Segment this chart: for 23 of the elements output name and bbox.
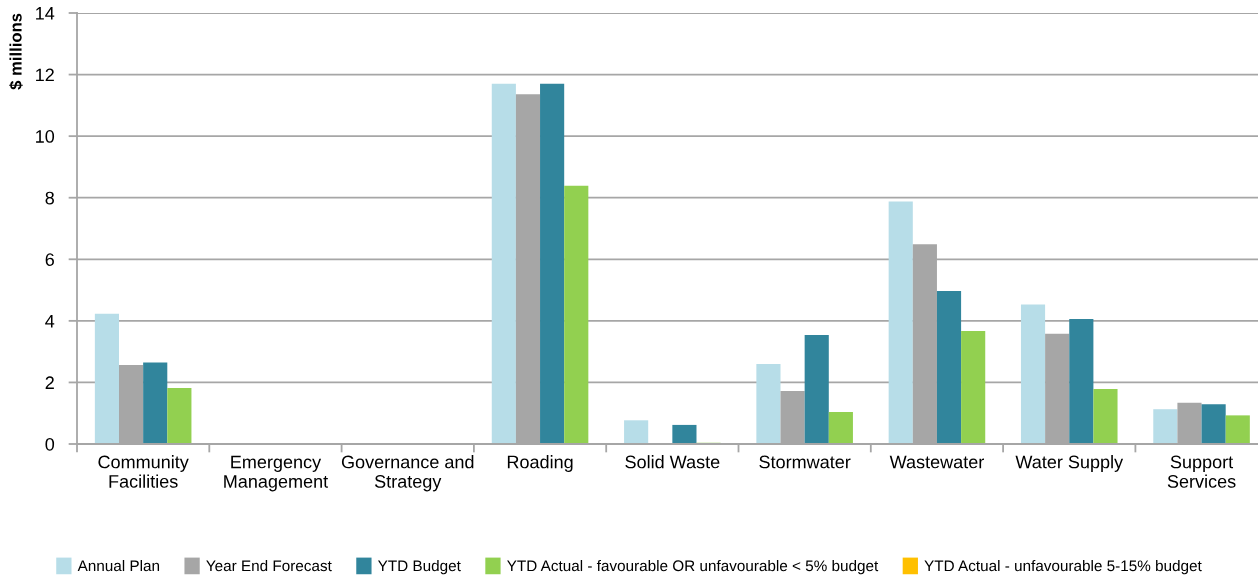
legend-label: Annual Plan <box>77 559 160 572</box>
y-tick-label: 14 <box>36 7 55 20</box>
y-tick-label: 0 <box>45 437 55 451</box>
legend-label: YTD Actual - unfavourable 5-15% budget <box>924 559 1202 575</box>
y-tick-label: 12 <box>36 68 54 82</box>
legend-label: Year End Forecast <box>206 559 332 572</box>
x-tick-label: Governance and Strategy <box>341 455 474 492</box>
x-tick-label: Water Supply <box>1015 455 1124 472</box>
legend-label: YTD Budget <box>377 559 461 575</box>
y-tick-label: 10 <box>36 130 55 143</box>
x-tick-label: Stormwater <box>759 455 851 469</box>
x-tick-label: Community Facilities <box>98 455 189 488</box>
x-tick-label: Support Services <box>1167 455 1236 488</box>
x-tick-label: Wastewater <box>889 455 984 469</box>
y-tick-label: 8 <box>45 191 54 205</box>
y-tick-label: 2 <box>45 376 54 389</box>
legend-label: YTD Actual - favourable OR unfavourable < 5% budget <box>507 559 879 575</box>
x-tick-label: Emergency Management <box>224 455 329 492</box>
y-axis-title: $ millions <box>9 13 23 90</box>
x-tick-label: Roading <box>507 455 573 472</box>
y-tick-label: 6 <box>45 253 54 267</box>
x-tick-label: Solid Waste <box>625 455 720 469</box>
y-tick-label: 4 <box>45 314 55 328</box>
